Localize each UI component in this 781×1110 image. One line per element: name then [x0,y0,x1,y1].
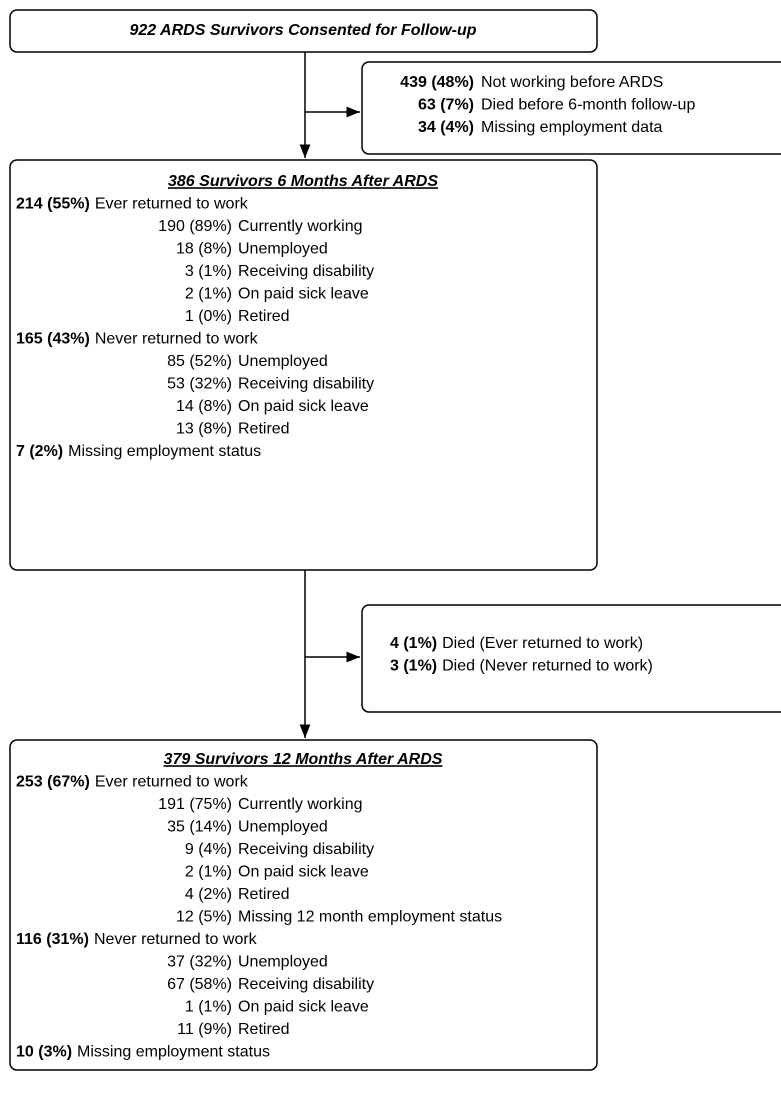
count: 12 (5%) [176,909,232,926]
group-line: 10 (3%) Missing employment status [16,1044,270,1061]
label: Currently working [238,218,362,235]
count: 18 (8%) [176,241,232,258]
count: 4 (2%) [185,886,232,903]
count: 3 (1%) [185,263,232,280]
count: 63 (7%) [418,97,474,114]
label: Unemployed [238,954,328,971]
count: 34 (4%) [418,119,474,136]
label: Missing 12 month employment status [238,909,502,926]
group-line: 253 (67%) Ever returned to work [16,774,249,791]
count: 191 (75%) [158,796,232,813]
content: 439 (48%) Not working before ARDS 63 (7%) D… [16,74,695,1061]
label: Missing employment status [68,443,261,460]
line: 4 (1%) Died (Ever returned to work) [390,635,643,652]
count: 11 (9%) [177,1021,232,1038]
count: 1 (0%) [185,308,232,325]
label: Retired [238,1021,290,1038]
label: On paid sick leave [238,864,369,881]
label: Ever returned to work [95,774,249,791]
label: Missing employment data [481,119,663,136]
count: 1 (1%) [185,999,232,1016]
count: 85 (52%) [167,353,232,370]
label: Unemployed [238,353,328,370]
count: 2 (1%) [185,864,232,881]
line: 3 (1%) Died (Never returned to work) [390,658,653,675]
group-line: 7 (2%) Missing employment status [16,443,261,460]
count: 7 (2%) [16,443,63,460]
label: Receiving disability [238,841,374,858]
box [361,604,781,713]
label: Died before 6-month follow-up [481,97,695,114]
label: Not working before ARDS [481,74,663,91]
label: Never returned to work [95,331,259,348]
label: Retired [238,308,290,325]
count: 4 (1%) [390,635,437,652]
group-line: 116 (31%) Never returned to work [16,931,258,948]
box [9,159,598,571]
count: 214 (55%) [16,196,90,213]
top-title: 922 ARDS Survivors Consented for Follow-… [129,22,476,39]
label: Retired [238,886,290,903]
count: 2 (1%) [185,286,232,303]
label: Ever returned to work [95,196,249,213]
count: 165 (43%) [16,331,90,348]
count: 37 (32%) [167,954,232,971]
label: Unemployed [238,819,328,836]
box [9,9,598,53]
label: Died (Ever returned to work) [442,635,643,652]
count: 253 (67%) [16,774,90,791]
count: 14 (8%) [176,398,232,415]
label: Receiving disability [238,376,374,393]
label: Receiving disability [238,263,374,280]
label: Unemployed [238,241,328,258]
label: Missing employment status [77,1044,270,1061]
group-line: 165 (43%) Never returned to work [16,331,259,348]
count: 13 (8%) [176,421,232,438]
count: 439 (48%) [400,74,474,91]
box [9,739,598,1071]
label: On paid sick leave [238,286,369,303]
box [361,61,781,155]
stage-title: 386 Survivors 6 Months After ARDS [168,173,438,190]
count: 35 (14%) [167,819,232,836]
count: 9 (4%) [185,841,232,858]
label: Died (Never returned to work) [442,658,653,675]
stage-title: 379 Survivors 12 Months After ARDS [164,751,443,768]
label: Retired [238,421,290,438]
label: On paid sick leave [238,999,369,1016]
group-line: 214 (55%) Ever returned to work [16,196,249,213]
label: On paid sick leave [238,398,369,415]
count: 190 (89%) [158,218,232,235]
count: 67 (58%) [167,976,232,993]
label: Never returned to work [94,931,258,948]
count: 116 (31%) [16,931,89,948]
count: 10 (3%) [16,1044,72,1061]
label: Currently working [238,796,362,813]
count: 53 (32%) [167,376,232,393]
count: 3 (1%) [390,658,437,675]
label: Receiving disability [238,976,374,993]
